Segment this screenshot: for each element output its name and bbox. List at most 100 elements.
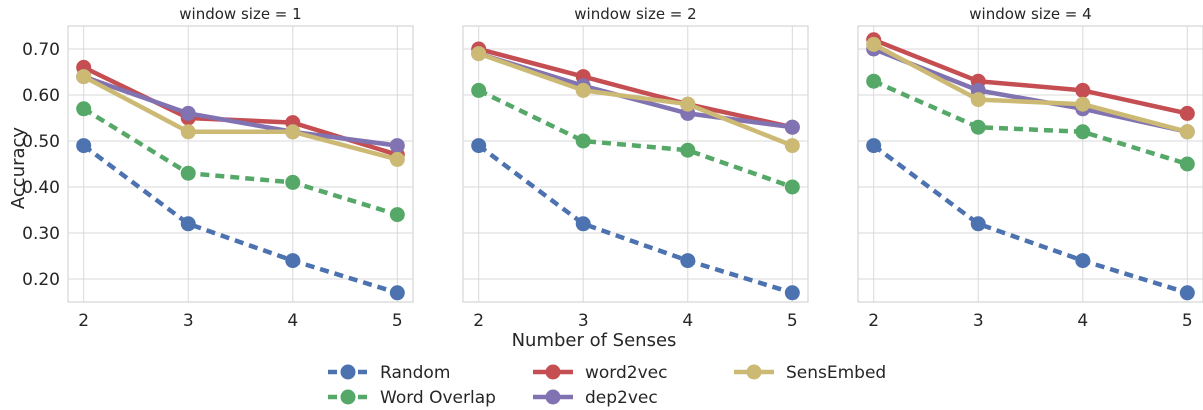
panel-3: 2 3 4 5 window size = 4 <box>857 5 1203 331</box>
x-tick-label: 4 <box>287 311 298 331</box>
y-tick-label: 0.30 <box>22 224 60 244</box>
data-point <box>1179 105 1195 121</box>
data-point <box>866 138 882 154</box>
data-point <box>1179 285 1195 301</box>
y-tick-label: 0.60 <box>22 86 60 106</box>
data-point <box>784 179 800 195</box>
series-sensembed <box>76 69 405 167</box>
series-line <box>478 46 793 130</box>
x-axis-label: Number of Senses <box>512 330 677 351</box>
legend-marker <box>746 364 762 380</box>
x-tick-label: 3 <box>183 311 194 331</box>
x-tick-label: 5 <box>392 311 403 331</box>
panel-title: window size = 2 <box>574 5 696 23</box>
series-sensembed <box>471 46 800 154</box>
panel-2: 2 3 4 5 window size = 2 <box>462 5 809 331</box>
panel-title: window size = 4 <box>969 5 1091 23</box>
data-point <box>970 119 986 135</box>
legend-label: dep2vec <box>585 388 658 408</box>
data-point <box>285 124 301 140</box>
series-line <box>477 143 793 295</box>
data-point <box>1075 124 1091 140</box>
y-tick-label: 0.40 <box>22 178 60 198</box>
series-line <box>477 88 794 190</box>
y-tick-label: 0.70 <box>22 40 60 60</box>
x-tick-label: 5 <box>1182 311 1193 331</box>
data-point <box>180 105 196 121</box>
series-line <box>82 106 398 217</box>
legend-label: Random <box>380 363 450 383</box>
x-tick-label: 2 <box>78 311 89 331</box>
data-point <box>76 101 92 117</box>
x-tick-label: 4 <box>1077 311 1088 331</box>
data-point <box>471 138 487 154</box>
data-point <box>970 92 986 108</box>
legend-label: SensEmbed <box>786 363 886 383</box>
data-point <box>180 165 196 181</box>
y-tick-label: 0.50 <box>22 132 60 152</box>
plot-area <box>67 25 414 303</box>
legend-label: word2vec <box>585 363 667 383</box>
data-point <box>76 138 92 154</box>
series-random <box>866 138 1195 301</box>
data-point <box>389 285 405 301</box>
x-tick-label: 4 <box>682 311 693 331</box>
series-line <box>872 79 1188 167</box>
data-point <box>680 96 696 112</box>
legend-marker <box>340 389 356 405</box>
series-line <box>82 143 398 295</box>
series-word_overlap <box>471 82 800 195</box>
data-point <box>1075 253 1091 269</box>
legend-item-random: Random <box>328 363 450 383</box>
data-point <box>389 138 405 154</box>
x-tick-label: 3 <box>578 311 589 331</box>
data-point <box>285 253 301 269</box>
legend-item-dep2vec: dep2vec <box>533 388 658 408</box>
plot-area <box>462 25 809 303</box>
data-point <box>575 133 591 149</box>
data-point <box>389 151 405 167</box>
data-point <box>1075 96 1091 112</box>
panels-group: 0.20 0.30 0.40 0.50 0.60 0.70 2 3 4 5 window size … <box>22 5 1203 331</box>
data-point <box>680 142 696 158</box>
data-point <box>970 216 986 232</box>
panel-1: 0.20 0.30 0.40 0.50 0.60 0.70 2 3 4 5 window size … <box>22 5 414 331</box>
legend-marker <box>340 364 356 380</box>
legend-item-word_overlap: Word Overlap <box>328 388 496 408</box>
series-random <box>471 138 800 301</box>
x-tick-label: 3 <box>973 311 984 331</box>
data-point <box>575 216 591 232</box>
legend-marker <box>545 364 561 380</box>
panel-title: window size = 1 <box>179 5 301 23</box>
data-point <box>285 174 301 190</box>
plot-area <box>857 25 1203 303</box>
legend-label: Word Overlap <box>380 388 496 408</box>
x-tick-label: 5 <box>787 311 798 331</box>
data-point <box>76 69 92 85</box>
data-point <box>180 124 196 140</box>
legend-item-word2vec: word2vec <box>533 363 667 383</box>
series-word_overlap <box>866 73 1195 172</box>
legend: Random Word Overlap word2vec dep2vec SensEmb… <box>328 363 886 408</box>
legend-item-sensembed: SensEmbed <box>734 363 886 383</box>
data-point <box>1075 82 1091 98</box>
data-point <box>471 82 487 98</box>
data-point <box>471 46 487 62</box>
data-point <box>866 73 882 89</box>
x-tick-label: 2 <box>868 311 879 331</box>
series-line <box>82 74 398 162</box>
series-line <box>872 42 1188 134</box>
data-point <box>784 138 800 154</box>
data-point <box>784 285 800 301</box>
data-point <box>575 82 591 98</box>
data-point <box>389 207 405 223</box>
series-random <box>76 138 405 301</box>
data-point <box>866 36 882 52</box>
data-point <box>1179 156 1195 172</box>
series-line <box>872 143 1188 295</box>
data-point <box>680 253 696 269</box>
data-point <box>784 119 800 135</box>
series-line <box>82 74 398 148</box>
series-sensembed <box>866 36 1195 140</box>
